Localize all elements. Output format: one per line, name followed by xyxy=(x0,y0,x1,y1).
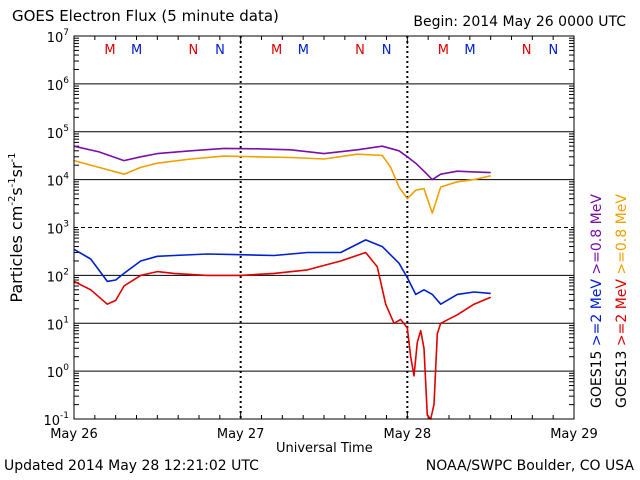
series-line xyxy=(73,153,491,214)
mn-marker: M xyxy=(131,43,142,58)
y-tick-label: 101 xyxy=(47,315,69,333)
y-axis-label: Particles cm-2s-1sr-1 xyxy=(7,152,26,302)
legend-column: GOES15 >=2 MeV >=0.8 MeV xyxy=(589,194,605,408)
legend-column: GOES13 >=2 MeV >=0.8 MeV xyxy=(614,194,630,408)
mn-marker: N xyxy=(188,43,198,58)
y-tick-label: 106 xyxy=(47,76,70,94)
y-tick-label: 10-1 xyxy=(43,411,69,429)
updated-timestamp: Updated 2014 May 28 12:21:02 UTC xyxy=(4,458,259,474)
y-tick-label: 103 xyxy=(47,220,69,238)
mn-marker: M xyxy=(104,43,115,58)
mn-marker: N xyxy=(522,43,532,58)
mn-marker: M xyxy=(271,43,282,58)
chart-title: GOES Electron Flux (5 minute data) xyxy=(12,7,279,25)
mn-marker: N xyxy=(548,43,558,58)
begin-time: Begin: 2014 May 26 0000 UTC xyxy=(413,14,626,30)
mn-marker: M xyxy=(464,43,475,58)
mn-marker: N xyxy=(355,43,365,58)
series-line xyxy=(73,239,491,306)
y-tick-label: 104 xyxy=(47,172,70,190)
y-tick-label: 105 xyxy=(47,124,69,142)
y-tick-label: 102 xyxy=(47,267,69,285)
mn-marker: M xyxy=(438,43,449,58)
mn-marker: N xyxy=(382,43,392,58)
credit-text: NOAA/SWPC Boulder, CO USA xyxy=(425,458,634,474)
x-axis-label: Universal Time xyxy=(276,441,373,456)
x-tick-label: May 29 xyxy=(550,427,598,442)
x-tick-label: May 28 xyxy=(384,427,432,442)
series-line xyxy=(73,251,492,420)
y-tick-label: 107 xyxy=(47,28,69,46)
x-tick-label: May 26 xyxy=(50,427,98,442)
y-tick-label: 100 xyxy=(47,363,70,381)
mn-marker: N xyxy=(215,43,225,58)
x-tick-label: May 27 xyxy=(217,427,265,442)
mn-marker: M xyxy=(298,43,309,58)
series-line xyxy=(73,145,491,181)
plot-frame xyxy=(73,35,575,420)
